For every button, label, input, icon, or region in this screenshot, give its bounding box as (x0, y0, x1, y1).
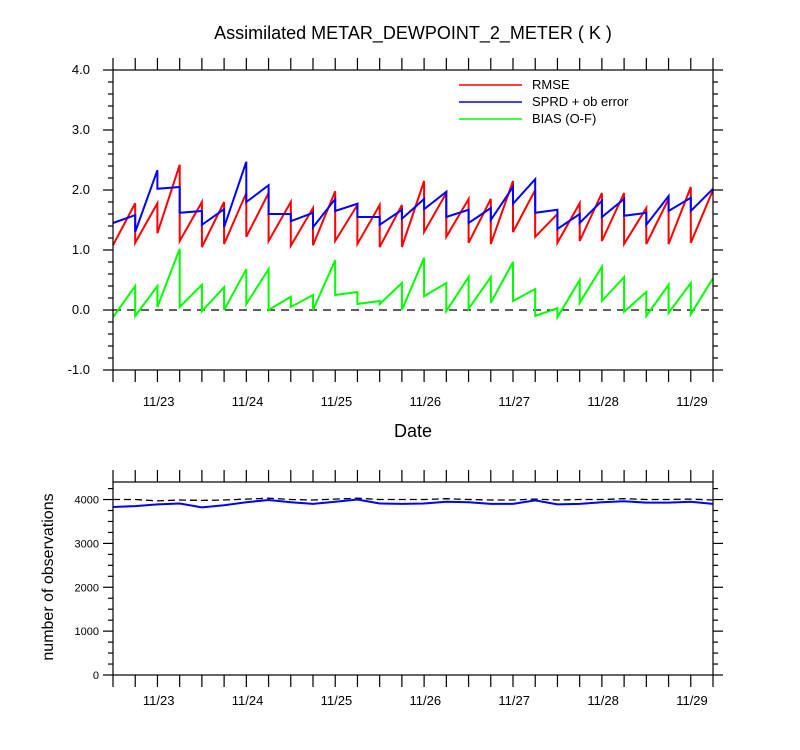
legend: RMSE SPRD + ob error BIAS (O-F) (459, 77, 629, 126)
bottom-plot-frame (112, 481, 714, 676)
y-tick-label: 1.0 (72, 242, 90, 257)
y-tick-label: 3000 (75, 538, 99, 550)
bottom-x-tick-labels: 11/23 11/24 11/25 11/26 11/27 11/28 11/29 (143, 693, 708, 708)
x-tick-label: 11/24 (232, 693, 264, 708)
y-tick-label: 3.0 (72, 122, 90, 137)
y-tick-label: 4.0 (72, 62, 90, 77)
top-plot-frame (112, 69, 714, 371)
y-tick-label: 2000 (75, 582, 99, 594)
x-tick-label: 11/27 (498, 693, 530, 708)
x-tick-label: 11/29 (676, 394, 708, 409)
series-bias-o-f (112, 248, 714, 321)
bottom-axis-ticks (103, 470, 723, 687)
x-tick-label: 11/29 (676, 693, 708, 708)
y-axis-label-observations: number of observations (40, 493, 57, 660)
series-possible (113, 497, 714, 502)
series-assimilated (112, 498, 714, 509)
y-tick-label: 4000 (75, 495, 99, 507)
bottom-series-lines (112, 497, 714, 509)
y-tick-label: 2.0 (72, 182, 90, 197)
legend-label-rmse: RMSE (532, 77, 570, 92)
x-tick-label: 11/28 (587, 693, 619, 708)
top-axis-ticks (103, 58, 723, 382)
x-tick-label: 11/23 (143, 693, 175, 708)
top-chart-panel: 4.0 3.0 2.0 1.0 0.0 -1.0 11/23 11/24 11/25 11/26… (68, 58, 723, 441)
y-tick-label: -1.0 (68, 362, 90, 377)
x-tick-label: 11/23 (143, 394, 175, 409)
y-tick-label: 0 (93, 670, 99, 682)
y-tick-label: 0.0 (72, 302, 90, 317)
x-tick-label: 11/28 (587, 394, 619, 409)
x-tick-label: 11/25 (321, 394, 353, 409)
x-tick-label: 11/25 (321, 693, 353, 708)
x-tick-label: 11/26 (410, 394, 442, 409)
x-tick-label: 11/26 (410, 693, 442, 708)
legend-label-bias: BIAS (O-F) (532, 111, 596, 126)
x-axis-label: Date (394, 421, 432, 441)
series-sprd-ob-error (112, 161, 714, 233)
series-rmse (112, 164, 714, 250)
bottom-y-tick-labels: 4000 3000 2000 1000 0 (75, 495, 99, 682)
legend-label-sprd: SPRD + ob error (532, 94, 629, 109)
chart-title: Assimilated METAR_DEWPOINT_2_METER ( K ) (214, 23, 612, 44)
top-x-tick-labels: 11/23 11/24 11/25 11/26 11/27 11/28 11/29 (143, 394, 708, 409)
top-series-lines (112, 161, 714, 321)
x-tick-label: 11/27 (498, 394, 530, 409)
y-tick-label: 1000 (75, 626, 99, 638)
x-tick-label: 11/24 (232, 394, 264, 409)
top-y-tick-labels: 4.0 3.0 2.0 1.0 0.0 -1.0 (68, 62, 90, 377)
